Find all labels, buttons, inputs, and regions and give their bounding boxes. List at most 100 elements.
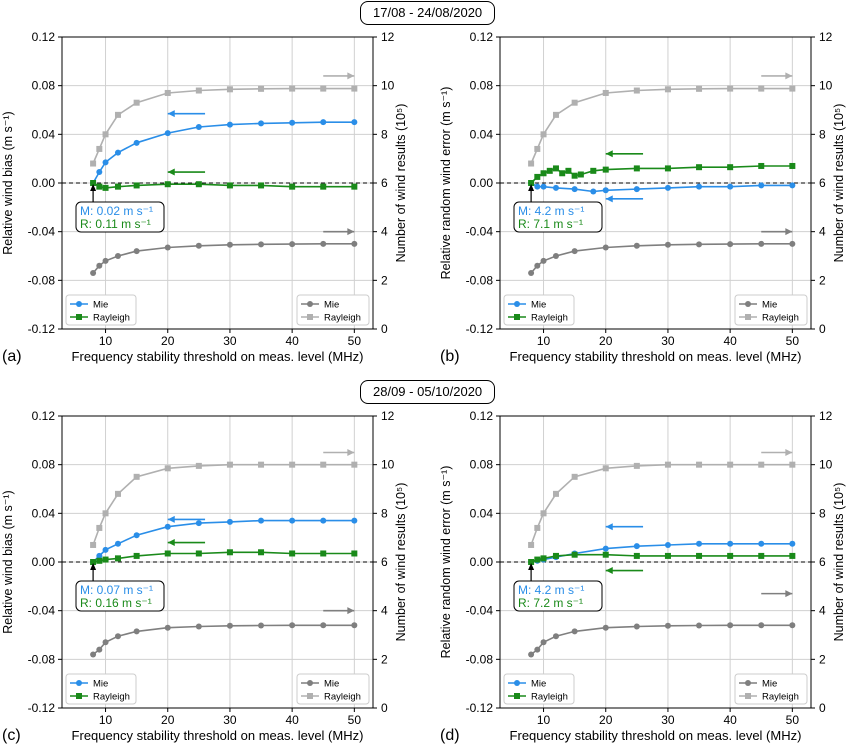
direction-arrow xyxy=(605,195,644,203)
data-point xyxy=(758,461,765,468)
direction-arrow xyxy=(323,607,355,615)
data-point xyxy=(195,124,202,131)
data-point xyxy=(602,624,609,631)
direction-arrow xyxy=(167,110,206,118)
data-point xyxy=(602,551,609,558)
arrow-head xyxy=(605,523,613,531)
data-point xyxy=(571,99,578,106)
y2-axis-label: Number of wind results (10⁵) xyxy=(394,483,408,642)
legend-label: Mie xyxy=(93,300,108,311)
arrow-head xyxy=(785,449,793,456)
arrow-head xyxy=(785,72,793,80)
series-mie-right xyxy=(528,622,796,658)
period-label-bottom: 28/09 - 05/10/2020 xyxy=(360,380,496,404)
legend-swatch-marker xyxy=(745,693,751,699)
data-point xyxy=(602,545,609,552)
data-point xyxy=(164,89,171,96)
series-mie-left xyxy=(528,180,796,195)
data-point xyxy=(758,240,765,247)
series-line xyxy=(530,624,793,656)
y2-tick-label: 2 xyxy=(381,652,388,666)
data-point xyxy=(133,99,140,106)
data-point xyxy=(90,651,97,658)
data-point xyxy=(534,173,541,180)
data-point xyxy=(534,524,541,531)
data-point xyxy=(320,119,327,126)
data-point xyxy=(696,183,703,190)
direction-arrow xyxy=(761,72,793,80)
data-point xyxy=(727,540,734,547)
x-tick-label: 10 xyxy=(537,713,551,727)
y-tick-label: 0.12 xyxy=(32,30,56,44)
x-tick-label: 10 xyxy=(99,334,113,348)
data-point xyxy=(289,517,296,524)
data-point xyxy=(96,524,103,531)
data-point xyxy=(226,549,233,556)
data-point xyxy=(633,242,640,249)
data-point xyxy=(552,253,559,259)
data-point xyxy=(789,85,796,92)
data-point xyxy=(351,119,358,126)
direction-arrow xyxy=(761,590,793,598)
y-axis-label: Relative wind bias (m s⁻¹) xyxy=(1,111,15,254)
annotation-box: M: 0.02 m s⁻¹R: 0.11 m s⁻¹ xyxy=(75,184,165,233)
data-point xyxy=(552,633,559,640)
annotation-box: M: 4.2 m s⁻¹R: 7.2 m s⁻¹ xyxy=(513,563,603,612)
data-point xyxy=(552,490,559,497)
y-tick-label: 0.12 xyxy=(32,409,56,423)
series-rayleigh-left xyxy=(528,551,796,565)
data-point xyxy=(195,242,202,249)
y-tick-label: 0.04 xyxy=(32,127,56,141)
data-point xyxy=(696,461,703,468)
data-point xyxy=(195,623,202,630)
arrow-head xyxy=(785,590,793,598)
x-tick-label: 50 xyxy=(786,713,800,727)
direction-arrow xyxy=(167,539,206,547)
direction-arrow xyxy=(605,567,644,575)
data-point xyxy=(534,262,541,269)
y2-tick-label: 10 xyxy=(819,79,833,93)
data-point xyxy=(164,130,171,137)
x-tick-label: 40 xyxy=(285,713,299,727)
x-tick-label: 50 xyxy=(348,334,362,348)
data-point xyxy=(528,270,535,277)
data-point xyxy=(528,180,535,186)
legend-label: Rayleigh xyxy=(762,313,799,324)
y2-tick-label: 4 xyxy=(819,225,826,239)
data-point xyxy=(577,171,584,178)
data-point xyxy=(552,111,559,118)
chart-panel-2: M: 4.2 m s⁻¹R: 7.1 m s⁻¹ Mie Rayleigh Mie Ra… xyxy=(439,30,846,365)
legend-swatch-marker xyxy=(745,680,751,686)
legend-swatch-marker xyxy=(514,693,520,699)
y-tick-label: 0.08 xyxy=(470,79,494,93)
series-line xyxy=(92,551,355,563)
y-tick-label: -0.12 xyxy=(466,322,494,336)
arrow-head xyxy=(605,567,613,575)
data-point xyxy=(571,248,578,255)
y-tick-label: -0.04 xyxy=(28,604,56,618)
data-point xyxy=(96,552,103,559)
legend-left: Mie Rayleigh xyxy=(65,294,137,326)
data-point xyxy=(758,540,765,547)
data-point xyxy=(90,270,97,277)
y2-tick-label: 12 xyxy=(381,30,395,44)
series-mie-right xyxy=(90,622,358,658)
data-point xyxy=(565,167,572,174)
data-point xyxy=(133,473,140,480)
series-rayleigh-right xyxy=(528,461,796,548)
data-point xyxy=(571,628,578,635)
legend-swatch-marker xyxy=(514,314,520,320)
data-point xyxy=(258,241,265,248)
data-point xyxy=(727,552,734,559)
data-point xyxy=(351,240,358,247)
direction-arrow xyxy=(167,515,206,523)
arrow-head xyxy=(167,110,175,118)
data-point xyxy=(102,131,109,138)
x-tick-label: 20 xyxy=(161,334,175,348)
data-point xyxy=(758,622,765,629)
data-point xyxy=(664,86,671,93)
data-point xyxy=(133,139,140,146)
data-point xyxy=(571,473,578,480)
data-point xyxy=(351,85,358,92)
data-point xyxy=(90,559,97,565)
